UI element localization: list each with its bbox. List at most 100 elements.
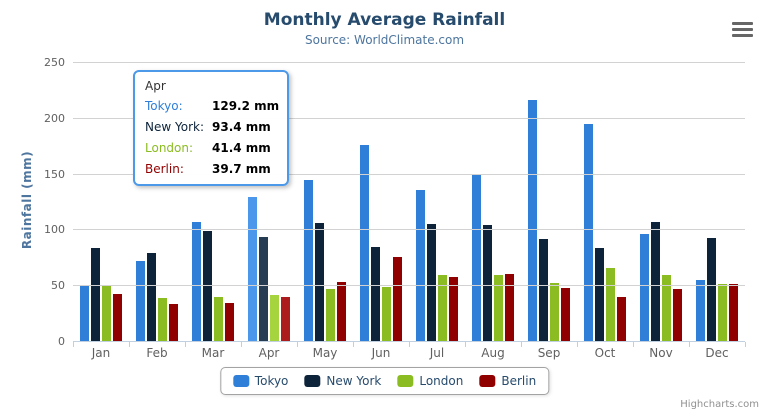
bar-new-york-oct[interactable] (595, 247, 604, 341)
y-tick-label: 50 (51, 279, 65, 293)
x-tick-label: Aug (481, 346, 505, 360)
bar-new-york-jun[interactable] (371, 246, 380, 341)
legend-label: Tokyo (254, 374, 289, 388)
legend-swatch-icon (232, 375, 249, 387)
bar-new-york-nov[interactable] (651, 222, 660, 341)
bar-berlin-nov[interactable] (673, 288, 682, 341)
legend-item-new-york[interactable]: New York (304, 374, 381, 388)
bar-london-mar[interactable] (214, 297, 223, 341)
bar-berlin-may[interactable] (337, 282, 346, 341)
bar-group-may (297, 62, 353, 341)
bar-london-sep[interactable] (550, 282, 559, 341)
legend-item-tokyo[interactable]: Tokyo (232, 374, 289, 388)
y-tick-label: 100 (44, 223, 65, 237)
legend-item-berlin[interactable]: Berlin (479, 374, 536, 388)
x-tick-mark (409, 342, 410, 347)
legend-swatch-icon (397, 375, 414, 387)
bar-berlin-jun[interactable] (393, 256, 402, 341)
x-axis-line (73, 341, 745, 342)
bar-tokyo-dec[interactable] (696, 280, 705, 341)
x-tick-label: Jul (429, 346, 445, 360)
bar-berlin-oct[interactable] (617, 297, 626, 341)
tooltip-series-value: 129.2 mm (212, 99, 280, 113)
bar-new-york-dec[interactable] (707, 238, 716, 341)
x-tick-mark (297, 342, 298, 347)
bar-berlin-aug[interactable] (505, 273, 514, 341)
bar-tokyo-sep[interactable] (528, 99, 537, 341)
bar-new-york-feb[interactable] (147, 253, 156, 341)
tooltip-series-value: 41.4 mm (212, 141, 271, 155)
legend-item-london[interactable]: London (397, 374, 463, 388)
tooltip-series-label: New York: (145, 120, 204, 134)
x-tick-label: May (312, 346, 338, 360)
bar-berlin-jul[interactable] (449, 276, 458, 341)
bar-london-may[interactable] (326, 288, 335, 341)
x-tick-mark (745, 342, 746, 347)
legend-label: New York (326, 374, 382, 388)
bar-new-york-apr[interactable] (259, 236, 268, 341)
bar-group-jul (409, 62, 465, 341)
credits-link[interactable]: Highcharts.com (680, 399, 759, 410)
bar-tokyo-feb[interactable] (136, 261, 145, 341)
bar-tokyo-jun[interactable] (360, 144, 369, 341)
x-tick-label: Jun (371, 346, 391, 360)
export-menu-icon[interactable] (732, 22, 753, 37)
bar-tokyo-jul[interactable] (416, 189, 425, 341)
bar-tokyo-may[interactable] (304, 180, 313, 341)
bar-group-sep (521, 62, 577, 341)
bar-groups (73, 62, 745, 341)
bar-tokyo-jan[interactable] (80, 285, 89, 341)
bar-new-york-jul[interactable] (427, 223, 436, 341)
bar-berlin-dec[interactable] (729, 284, 738, 341)
legend-label: London (419, 374, 464, 388)
bar-group-jan (73, 62, 129, 341)
bar-london-jun[interactable] (382, 287, 391, 341)
bar-london-nov[interactable] (662, 274, 671, 341)
bar-berlin-jan[interactable] (113, 293, 122, 341)
x-tick-mark (241, 342, 242, 347)
plot-area (73, 62, 746, 347)
bar-tokyo-mar[interactable] (192, 222, 201, 341)
bar-group-nov (633, 62, 689, 341)
bar-berlin-feb[interactable] (169, 303, 178, 341)
tooltip: Apr Tokyo: 129.2 mm New York: 93.4 mm London… (133, 70, 289, 186)
bar-london-oct[interactable] (606, 268, 615, 341)
tooltip-series-label: Tokyo: (145, 99, 183, 113)
y-tick-label: 200 (44, 111, 65, 125)
bar-new-york-aug[interactable] (483, 224, 492, 341)
bar-berlin-mar[interactable] (225, 302, 234, 341)
x-tick-mark (465, 342, 466, 347)
bar-london-apr[interactable] (270, 294, 279, 341)
x-tick-label: Nov (649, 346, 673, 360)
x-tick-label: Feb (146, 346, 168, 360)
x-tick-mark (73, 342, 74, 347)
bar-london-dec[interactable] (718, 283, 727, 341)
x-tick-mark (689, 342, 690, 347)
bar-london-jul[interactable] (438, 275, 447, 341)
tooltip-series-value: 93.4 mm (212, 120, 271, 134)
bar-tokyo-apr[interactable] (248, 196, 257, 341)
bar-group-aug (465, 62, 521, 341)
bar-london-feb[interactable] (158, 297, 167, 341)
legend-swatch-icon (304, 375, 321, 387)
legend: Tokyo New York London Berlin (219, 367, 550, 395)
tooltip-series-value: 39.7 mm (212, 162, 271, 176)
bar-tokyo-oct[interactable] (584, 124, 593, 341)
bar-group-oct (577, 62, 633, 341)
legend-swatch-icon (479, 375, 496, 387)
bar-berlin-apr[interactable] (281, 296, 290, 341)
y-axis-labels: 0 50 100 150 200 250 (0, 56, 65, 348)
bar-berlin-sep[interactable] (561, 287, 570, 341)
bar-new-york-may[interactable] (315, 222, 324, 341)
bar-tokyo-aug[interactable] (472, 175, 481, 341)
bar-group-apr (241, 62, 297, 341)
bar-new-york-jan[interactable] (91, 247, 100, 341)
x-tick-mark (353, 342, 354, 347)
bar-london-jan[interactable] (102, 286, 111, 341)
x-tick-label: Oct (594, 346, 616, 360)
bar-tokyo-nov[interactable] (640, 234, 649, 341)
legend-label: Berlin (501, 374, 537, 388)
bar-new-york-sep[interactable] (539, 239, 548, 341)
bar-london-aug[interactable] (494, 274, 503, 341)
